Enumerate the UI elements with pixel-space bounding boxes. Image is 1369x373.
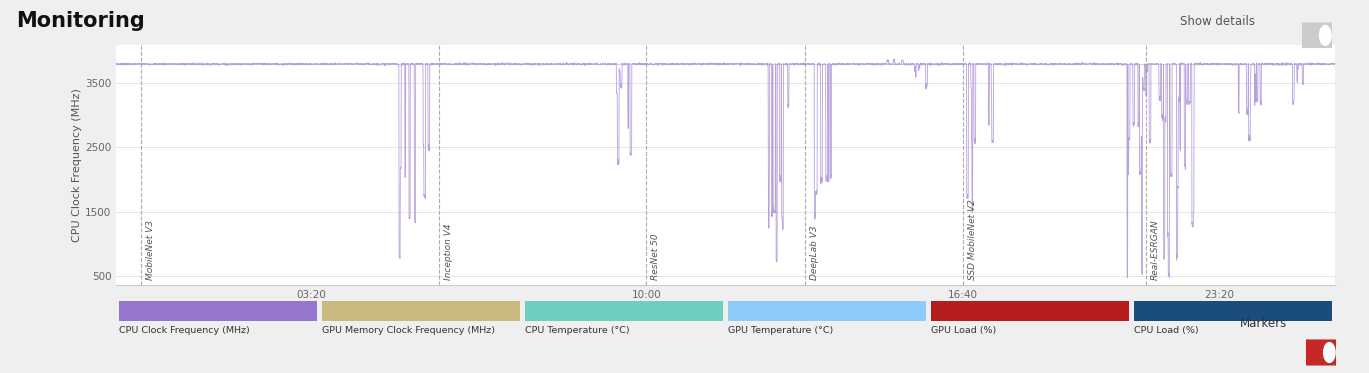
FancyBboxPatch shape — [119, 301, 318, 320]
Circle shape — [1324, 342, 1335, 363]
FancyBboxPatch shape — [1134, 301, 1332, 320]
Text: MobileNet V3: MobileNet V3 — [145, 220, 155, 280]
Text: ResNet 50: ResNet 50 — [652, 233, 660, 280]
FancyBboxPatch shape — [524, 301, 723, 320]
Text: CPU Clock Frequency (MHz): CPU Clock Frequency (MHz) — [119, 326, 249, 335]
Text: SSD MobileNet V2: SSD MobileNet V2 — [968, 199, 977, 280]
Text: CPU Temperature (°C): CPU Temperature (°C) — [524, 326, 630, 335]
Text: GPU Temperature (°C): GPU Temperature (°C) — [728, 326, 834, 335]
Y-axis label: CPU Clock Frequency (MHz): CPU Clock Frequency (MHz) — [73, 88, 82, 242]
FancyBboxPatch shape — [1299, 22, 1335, 48]
FancyBboxPatch shape — [931, 301, 1129, 320]
FancyBboxPatch shape — [728, 301, 927, 320]
Text: CPU Load (%): CPU Load (%) — [1134, 326, 1199, 335]
FancyBboxPatch shape — [1303, 339, 1339, 366]
Text: Inception V4: Inception V4 — [444, 223, 453, 280]
Text: GPU Memory Clock Frequency (MHz): GPU Memory Clock Frequency (MHz) — [322, 326, 494, 335]
Text: Monitoring: Monitoring — [16, 11, 145, 31]
Text: DeepLab V3: DeepLab V3 — [809, 226, 819, 280]
Text: GPU Load (%): GPU Load (%) — [931, 326, 997, 335]
FancyBboxPatch shape — [322, 301, 520, 320]
Text: Real-ESRGAN: Real-ESRGAN — [1151, 220, 1160, 280]
Circle shape — [1320, 25, 1331, 46]
Text: Show details: Show details — [1180, 15, 1255, 28]
Text: Markers: Markers — [1240, 317, 1288, 330]
